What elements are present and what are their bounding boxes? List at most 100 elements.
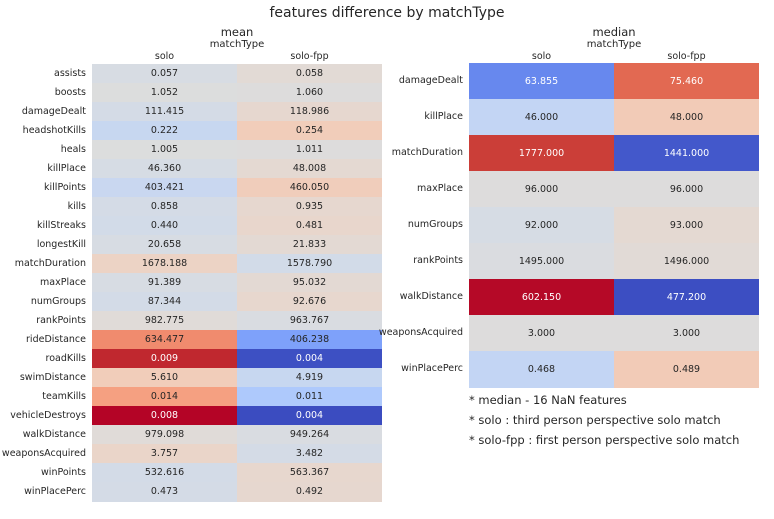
median-row-label: weaponsAcquired	[378, 327, 463, 338]
mean-row-label: maxPlace	[40, 277, 86, 288]
figure-title: features difference by matchType	[269, 5, 505, 21]
mean-cell: 532.616	[92, 463, 237, 483]
mean-row-label: rankPoints	[36, 315, 86, 326]
note-solo-fpp: * solo-fpp : first person perspective so…	[469, 433, 740, 447]
mean-cell: 0.014	[92, 387, 237, 407]
mean-cell: 0.492	[237, 482, 382, 502]
mean-row-label: teamKills	[42, 391, 86, 402]
median-cell: 0.489	[614, 351, 759, 388]
mean-cell: 3.482	[237, 444, 382, 464]
mean-row-label: matchDuration	[14, 258, 86, 269]
mean-cell: 963.767	[237, 311, 382, 331]
mean-cell: 48.008	[237, 159, 382, 179]
median-cell: 1496.000	[614, 243, 759, 280]
mean-cell: 0.011	[237, 387, 382, 407]
mean-row-label: assists	[54, 68, 86, 79]
median-cell: 3.000	[614, 315, 759, 352]
median-cell: 92.000	[469, 207, 614, 244]
median-heatmap-title: median	[592, 25, 636, 39]
mean-row-label: roadKills	[45, 353, 86, 364]
mean-cell: 111.415	[92, 102, 237, 122]
mean-col-label-solo-fpp: solo-fpp	[290, 51, 329, 62]
median-row-label: damageDealt	[398, 75, 463, 86]
median-cell: 63.855	[469, 63, 614, 100]
note-nan: * median - 16 NaN features	[469, 393, 627, 407]
mean-row-label: killPoints	[44, 182, 86, 193]
mean-cell: 0.440	[92, 216, 237, 236]
mean-cell: 21.833	[237, 235, 382, 255]
mean-heatmap-xlabel: matchType	[209, 39, 265, 50]
mean-cell: 982.775	[92, 311, 237, 331]
mean-row-label: winPoints	[41, 467, 86, 478]
mean-cell: 1578.790	[237, 254, 382, 274]
mean-row-label: weaponsAcquired	[1, 448, 86, 459]
mean-cell: 118.986	[237, 102, 382, 122]
median-cell: 93.000	[614, 207, 759, 244]
mean-row-label: killPlace	[47, 163, 86, 174]
mean-cell: 949.264	[237, 425, 382, 445]
mean-cell: 92.676	[237, 292, 382, 312]
median-row-label: walkDistance	[399, 291, 463, 302]
median-heatmap-xlabel: matchType	[586, 39, 642, 50]
mean-cell: 460.050	[237, 178, 382, 198]
median-cell: 46.000	[469, 99, 614, 136]
mean-cell: 1.005	[92, 140, 237, 160]
mean-cell: 46.360	[92, 159, 237, 179]
mean-col-label-solo: solo	[154, 51, 175, 62]
median-cell: 477.200	[614, 279, 759, 316]
mean-cell: 20.658	[92, 235, 237, 255]
mean-row-label: boosts	[54, 87, 86, 98]
mean-cell: 0.481	[237, 216, 382, 236]
mean-row-label: heals	[60, 144, 86, 155]
mean-cell: 95.032	[237, 273, 382, 293]
median-cell: 75.460	[614, 63, 759, 100]
mean-cell: 0.058	[237, 64, 382, 84]
median-col-label-solo-fpp: solo-fpp	[667, 51, 706, 62]
median-row-label: winPlacePerc	[401, 363, 463, 374]
median-row-label: rankPoints	[413, 255, 463, 266]
mean-cell: 87.344	[92, 292, 237, 312]
median-cell: 602.150	[469, 279, 614, 316]
median-cell: 96.000	[469, 171, 614, 208]
mean-cell: 0.004	[237, 349, 382, 369]
mean-cell: 1.060	[237, 83, 382, 103]
mean-cell: 634.477	[92, 330, 237, 350]
note-solo: * solo : third person perspective solo m…	[469, 413, 721, 427]
mean-row-label: killStreaks	[37, 220, 86, 231]
mean-cell: 0.009	[92, 349, 237, 369]
mean-cell: 3.757	[92, 444, 237, 464]
mean-cell: 406.238	[237, 330, 382, 350]
mean-row-label: kills	[67, 201, 86, 212]
mean-cell: 91.389	[92, 273, 237, 293]
mean-row-label: numGroups	[30, 296, 86, 307]
mean-cell: 403.421	[92, 178, 237, 198]
median-row-label: numGroups	[407, 219, 463, 230]
median-cell: 1495.000	[469, 243, 614, 280]
mean-row-label: longestKill	[36, 239, 86, 250]
median-row-label: matchDuration	[391, 147, 463, 158]
mean-row-label: swimDistance	[19, 372, 86, 383]
median-cell: 48.000	[614, 99, 759, 136]
mean-row-label: walkDistance	[22, 429, 86, 440]
mean-cell: 4.919	[237, 368, 382, 388]
mean-cell: 979.098	[92, 425, 237, 445]
mean-cell: 563.367	[237, 463, 382, 483]
mean-cell: 0.858	[92, 197, 237, 217]
mean-cell: 1.011	[237, 140, 382, 160]
mean-cell: 1678.188	[92, 254, 237, 274]
median-cell: 1777.000	[469, 135, 614, 172]
median-row-label: killPlace	[424, 111, 463, 122]
mean-cell: 0.254	[237, 121, 382, 141]
median-cell: 96.000	[614, 171, 759, 208]
mean-cell: 0.935	[237, 197, 382, 217]
mean-row-label: headshotKills	[22, 125, 86, 136]
mean-cell: 0.222	[92, 121, 237, 141]
mean-cell: 0.008	[92, 406, 237, 426]
mean-cell: 0.473	[92, 482, 237, 502]
mean-heatmap-title: mean	[220, 25, 254, 39]
mean-cell: 0.057	[92, 64, 237, 84]
median-row-label: maxPlace	[417, 183, 463, 194]
mean-cell: 1.052	[92, 83, 237, 103]
mean-cell: 0.004	[237, 406, 382, 426]
